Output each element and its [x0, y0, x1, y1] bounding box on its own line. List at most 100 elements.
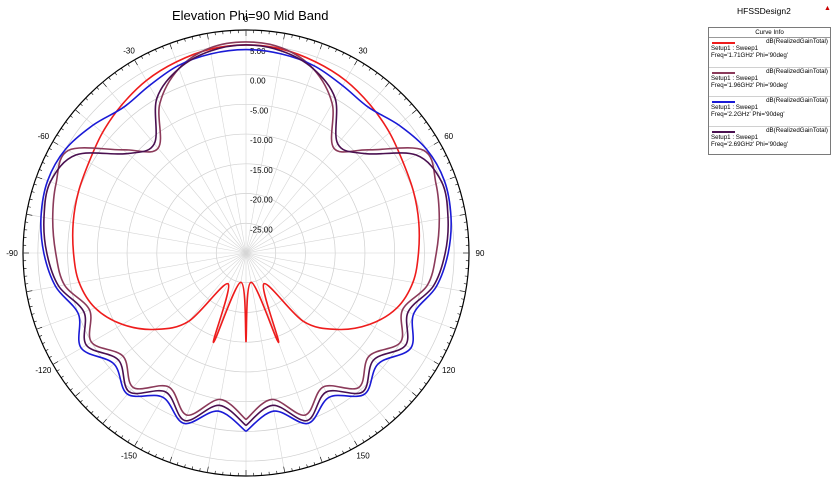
angle-tick-mark	[39, 169, 43, 171]
legend-freq: Freq='2.69GHz' Phi='90deg'	[711, 140, 788, 148]
angle-tick-mark	[306, 464, 308, 468]
angle-tick-mark	[404, 97, 407, 101]
angle-tick-mark	[27, 206, 31, 208]
legend-setup: Setup1 : Sweep1	[711, 45, 759, 52]
angle-tick-mark	[191, 466, 194, 470]
angle-tick-mark	[121, 435, 124, 439]
angle-grid-spoke	[245, 252, 286, 473]
angle-tick-mark	[433, 361, 440, 365]
angle-tick-mark	[114, 72, 117, 76]
angle-tick-mark	[342, 450, 345, 454]
radial-tick-label: 5.00	[250, 47, 266, 56]
angle-tick-label: 60	[444, 132, 453, 141]
radial-tick-label: -25.00	[250, 225, 273, 234]
angle-tick-mark	[319, 43, 323, 50]
angle-grid-spoke	[26, 213, 247, 254]
angle-tick-label: 0	[244, 15, 249, 24]
angle-tick-mark	[423, 382, 427, 385]
angle-tick-mark	[74, 109, 80, 114]
angle-tick-mark	[206, 466, 209, 473]
angle-tick-mark	[184, 464, 186, 468]
angle-tick-mark	[74, 392, 80, 397]
angle-tick-mark	[449, 169, 453, 171]
radial-tick-label: 0.00	[250, 77, 266, 86]
angle-tick-mark	[141, 55, 143, 59]
angle-grid-spoke	[245, 43, 323, 254]
angle-tick-mark	[134, 59, 138, 66]
angle-tick-mark	[176, 40, 179, 44]
angle-tick-mark	[306, 38, 308, 42]
series-curve	[40, 48, 452, 433]
angle-tick-mark	[102, 81, 107, 87]
angle-tick-mark	[440, 148, 444, 150]
legend-item: dB(RealizedGainTotal) Setup1 : Sweep1 Fr…	[709, 68, 830, 97]
angle-tick-mark	[134, 440, 138, 447]
angle-tick-mark	[368, 67, 371, 71]
angle-tick-mark	[419, 388, 422, 391]
legend-box: Curve Info dB(RealizedGainTotal) Setup1 …	[708, 27, 831, 155]
series-curve	[43, 44, 449, 427]
angle-grid-spoke	[245, 252, 418, 397]
angle-grid-spoke	[245, 141, 440, 254]
angle-tick-mark	[349, 55, 351, 59]
angle-tick-mark	[283, 466, 286, 473]
angle-tick-mark	[176, 462, 179, 466]
angle-tick-mark	[398, 92, 402, 95]
angle-grid-spoke	[245, 59, 358, 254]
angle-grid-spoke	[169, 43, 247, 254]
angle-tick-mark	[375, 72, 378, 76]
legend-swatch	[712, 130, 735, 133]
angle-tick-mark	[48, 356, 52, 358]
angle-tick-mark	[381, 77, 384, 80]
radial-tick-label: -20.00	[250, 196, 273, 205]
angle-tick-mark	[56, 134, 60, 137]
angle-tick-mark	[446, 162, 450, 164]
angle-tick-mark	[419, 115, 422, 118]
legend-freq: Freq='1.96GHz' Phi='90deg'	[711, 81, 788, 89]
angle-tick-mark	[39, 335, 43, 337]
angle-tick-mark	[29, 198, 33, 201]
angle-tick-mark	[362, 439, 365, 443]
angle-tick-label: 90	[476, 249, 485, 258]
angle-tick-mark	[85, 405, 88, 409]
angle-grid-spoke	[245, 109, 418, 254]
angle-tick-mark	[449, 335, 453, 337]
legend-item: dB(RealizedGainTotal) Setup1 : Sweep1 Fr…	[709, 38, 830, 68]
angle-grid-spoke	[102, 81, 247, 254]
angle-tick-label: -120	[35, 366, 52, 375]
angle-tick-mark	[392, 87, 396, 90]
angle-tick-mark	[42, 342, 46, 344]
radial-tick-label: -15.00	[250, 166, 273, 175]
angle-tick-mark	[283, 33, 286, 40]
angle-tick-mark	[191, 36, 194, 40]
angle-grid-spoke	[102, 252, 247, 425]
angle-tick-mark	[328, 46, 330, 50]
angle-tick-label: 120	[442, 366, 456, 375]
angle-tick-mark	[169, 456, 173, 463]
angle-tick-mark	[446, 342, 450, 344]
angle-tick-mark	[184, 38, 186, 42]
legend-item: dB(RealizedGainTotal) Setup1 : Sweep1 Fr…	[709, 127, 830, 156]
angle-tick-mark	[335, 49, 337, 53]
angle-tick-mark	[354, 440, 358, 447]
angle-tick-mark	[199, 34, 201, 38]
angle-grid-spoke	[245, 33, 286, 254]
angle-tick-mark	[52, 361, 59, 365]
angle-tick-mark	[423, 121, 427, 124]
angle-tick-mark	[147, 450, 150, 454]
angle-tick-mark	[85, 97, 88, 101]
angle-tick-mark	[362, 63, 365, 67]
angle-tick-mark	[80, 399, 83, 403]
legend-setup: Setup1 : Sweep1	[711, 133, 759, 141]
angle-tick-mark	[33, 320, 37, 323]
radial-tick-label: -10.00	[250, 136, 273, 145]
angle-tick-mark	[319, 456, 323, 463]
angle-tick-mark	[127, 63, 130, 67]
angle-grid-spoke	[245, 252, 358, 447]
angle-tick-mark	[26, 213, 33, 216]
angle-tick-mark	[409, 103, 412, 107]
angle-tick-mark	[428, 128, 432, 131]
angle-tick-mark	[440, 356, 444, 358]
angle-tick-mark	[457, 313, 461, 315]
